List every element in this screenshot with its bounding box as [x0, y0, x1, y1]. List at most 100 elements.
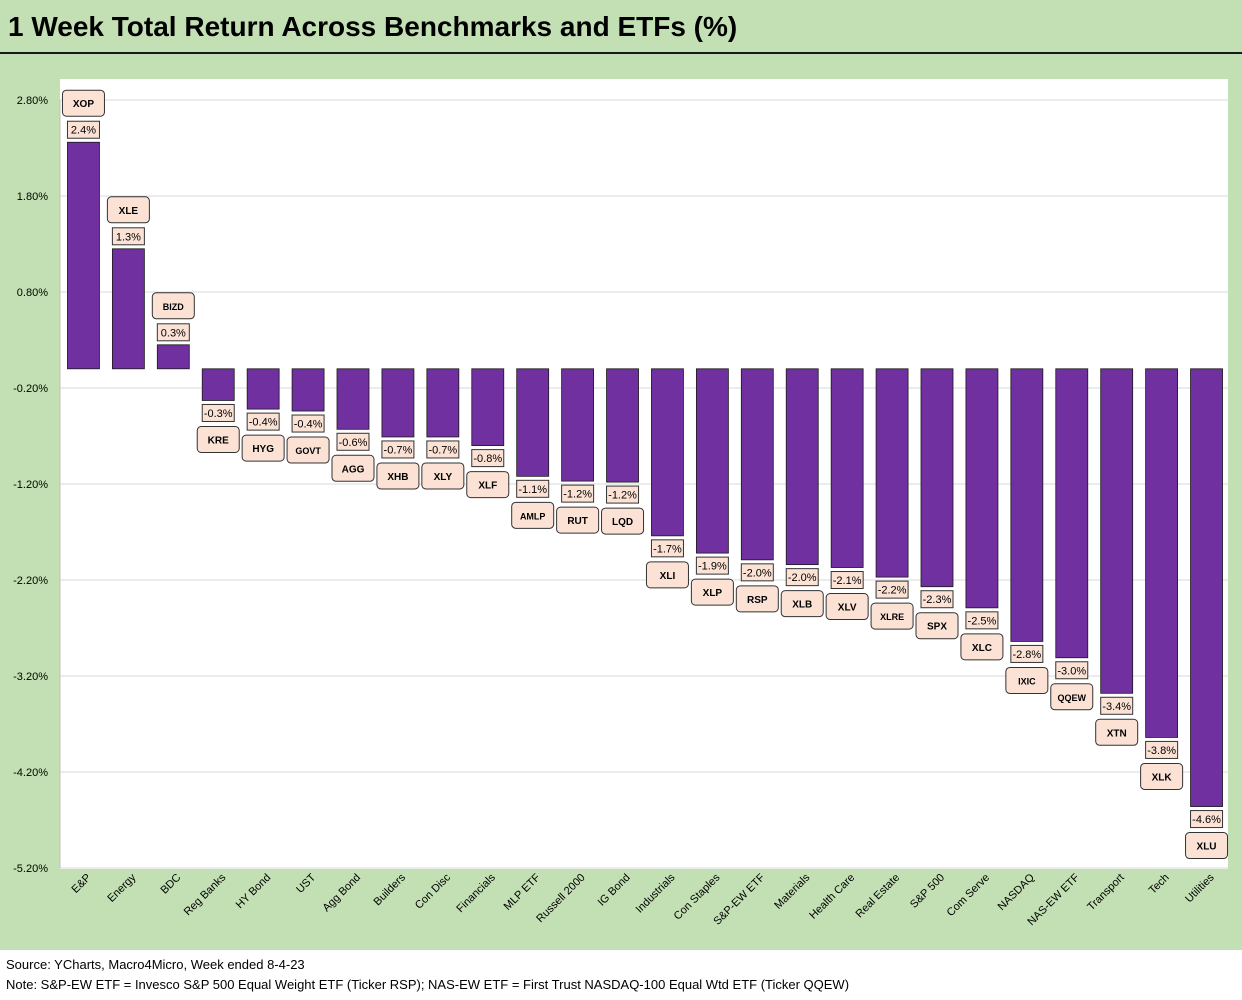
ticker-label: GOVT: [295, 446, 321, 456]
value-label-box: [965, 611, 999, 630]
x-category-label: Real Estate: [853, 872, 902, 921]
ticker-label: RSP: [747, 595, 768, 606]
x-category-label: Materials: [772, 871, 812, 911]
bar: [1100, 368, 1134, 694]
value-label: -0.4%: [249, 417, 278, 429]
ticker-label-box: [1050, 683, 1094, 711]
bar: [651, 368, 684, 537]
ticker-label: XHB: [387, 472, 408, 483]
x-category-label: MLP ETF: [502, 871, 543, 912]
x-category-label: Transport: [1085, 872, 1126, 913]
bar: [1010, 368, 1044, 642]
value-label-box: [66, 120, 100, 139]
ticker-label: AMLP: [520, 511, 546, 521]
etf-note: Note: S&P-EW ETF = Invesco S&P 500 Equal…: [6, 977, 850, 992]
bar: [246, 368, 280, 410]
value-label: -0.6%: [339, 437, 368, 449]
value-label-box: [471, 449, 505, 468]
value-label: -3.4%: [1102, 701, 1131, 713]
value-label: -3.0%: [1057, 665, 1086, 677]
ticker-label: LQD: [612, 517, 633, 528]
value-label-box: [1145, 740, 1179, 759]
ticker-label: XLK: [1152, 772, 1173, 783]
bar: [67, 141, 100, 370]
bar: [1055, 368, 1089, 659]
ticker-label-box: [825, 593, 869, 621]
x-category-label: Con Disc: [413, 871, 453, 911]
value-label: -0.4%: [294, 419, 323, 431]
ticker-label-box: [780, 590, 824, 618]
bar: [1145, 368, 1179, 738]
ticker-label: SPX: [927, 622, 947, 633]
ticker-label-box: [511, 501, 555, 529]
value-label: -2.1%: [833, 575, 862, 587]
bar-labels: 2.4% XOP 1.3% XLE 0.3% BIZD -0.3% KRE -0.4% HYG -0…: [61, 89, 1229, 860]
value-label: -1.1%: [518, 484, 547, 496]
bar: [785, 368, 819, 566]
bar: [695, 368, 729, 554]
bar: [561, 368, 595, 482]
value-label: -1.9%: [698, 561, 727, 573]
x-category-label: Energy: [105, 871, 138, 904]
value-label: -1.2%: [563, 489, 592, 501]
ticker-label-box: [331, 454, 375, 482]
value-label: -0.8%: [473, 453, 502, 465]
ticker-label-box: [1005, 666, 1049, 694]
value-label: -0.3%: [204, 408, 233, 420]
y-tick-label: -4.20%: [13, 767, 48, 779]
ticker-label: QQEW: [1058, 693, 1087, 703]
ticker-label-box: [466, 471, 510, 499]
value-label-box: [426, 440, 460, 459]
bar: [875, 368, 909, 578]
title-bar: 1 Week Total Return Across Benchmarks an…: [0, 0, 1242, 54]
ticker-label: XTN: [1107, 728, 1127, 739]
value-label: -4.6%: [1192, 814, 1221, 826]
value-label-box: [695, 556, 729, 575]
ticker-label: IXIC: [1018, 676, 1036, 686]
bar: [111, 248, 145, 370]
value-label-box: [246, 412, 280, 431]
ticker-label-box: [960, 633, 1004, 661]
value-label-box: [336, 432, 370, 451]
y-tick-label: -2.20%: [13, 575, 48, 587]
ticker-label: BIZD: [163, 302, 184, 312]
value-label-box: [1100, 696, 1134, 715]
ticker-label: XLF: [478, 481, 497, 492]
ticker-label: RUT: [567, 516, 588, 527]
ticker-label-box: [241, 434, 285, 462]
x-category-label: Reg Banks: [182, 871, 229, 918]
ticker-label-box: [106, 196, 150, 224]
value-label-box: [875, 580, 909, 599]
y-tick-label: -3.20%: [13, 671, 48, 683]
value-label-box: [1010, 644, 1044, 663]
value-label-box: [291, 414, 325, 433]
ticker-label: XLC: [972, 643, 992, 654]
bars: [67, 141, 1223, 807]
ticker-label: XLRE: [880, 612, 904, 622]
ticker-label-box: [645, 561, 689, 589]
bar: [920, 368, 954, 588]
ticker-label-box: [196, 425, 240, 453]
x-category-label: Health Care: [807, 872, 857, 922]
source-note: Source: YCharts, Macro4Micro, Week ended…: [6, 957, 305, 972]
value-label: -2.0%: [788, 572, 817, 584]
value-label-box: [1055, 661, 1089, 680]
ticker-label: XLP: [703, 588, 723, 599]
ticker-label-box: [376, 462, 420, 490]
bar: [426, 368, 460, 438]
value-label: -2.0%: [743, 567, 772, 579]
x-category-label: Financials: [454, 871, 498, 915]
ticker-label-box: [601, 507, 645, 535]
value-label-box: [606, 485, 640, 504]
value-label-box: [516, 479, 550, 498]
value-label-box: [156, 323, 190, 342]
ticker-label-box: [915, 612, 959, 640]
x-category-label: UST: [294, 871, 318, 895]
ticker-label-box: [421, 462, 465, 490]
ticker-label: XLV: [838, 603, 857, 614]
ticker-label-box: [1095, 718, 1139, 746]
plot-area: [60, 79, 1228, 869]
bar: [606, 368, 639, 483]
value-label: -2.5%: [968, 615, 997, 627]
x-category-label: Agg Bond: [320, 872, 363, 915]
